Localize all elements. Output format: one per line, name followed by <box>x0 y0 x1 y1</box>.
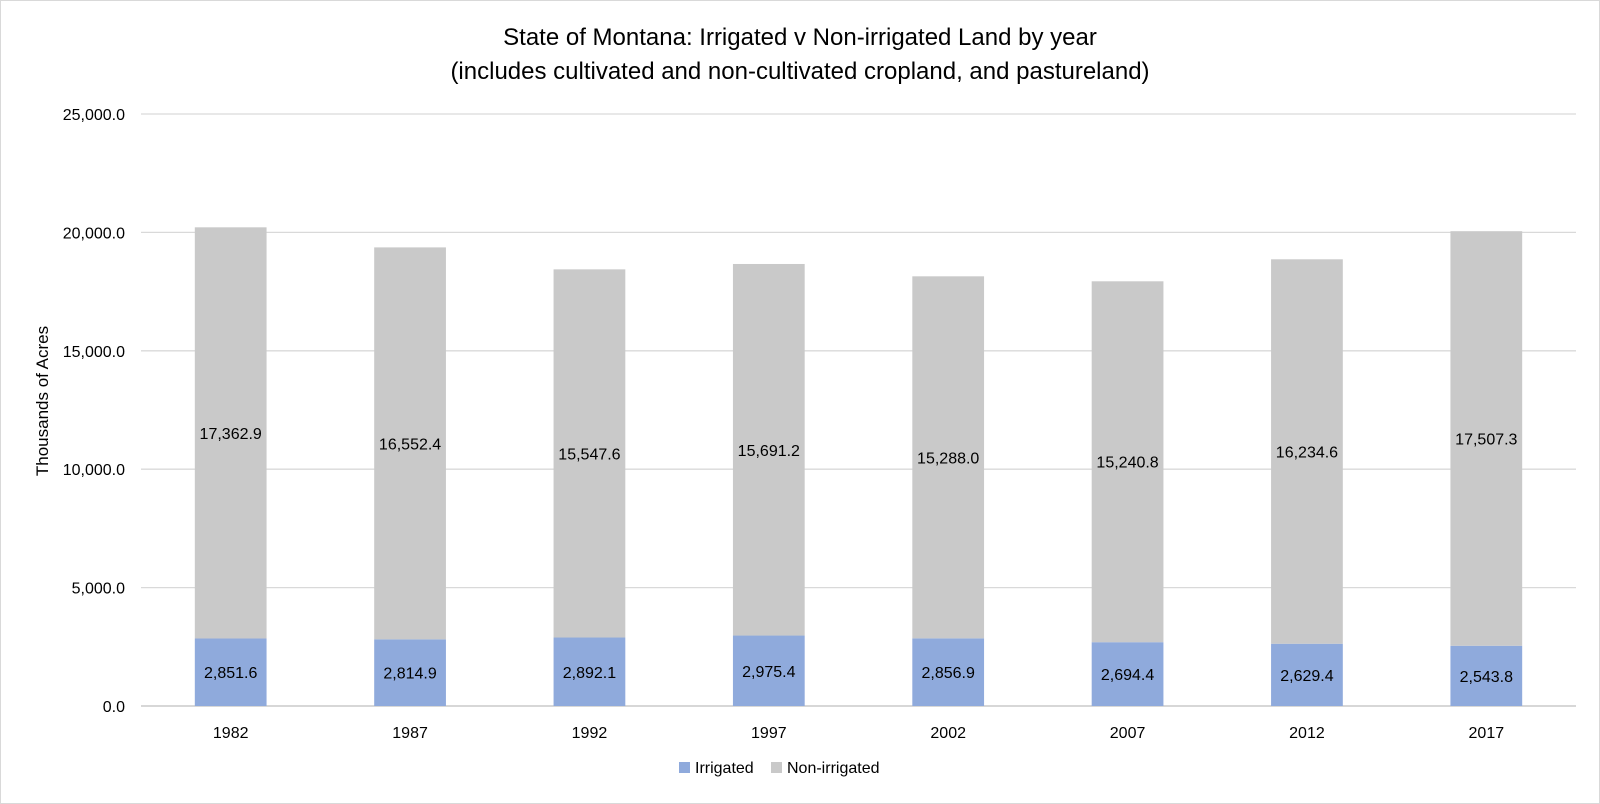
data-label: 15,547.6 <box>558 446 620 463</box>
bar-irrigated-2017 <box>1450 645 1523 706</box>
data-label: 16,552.4 <box>379 436 441 453</box>
data-label: 2,814.9 <box>383 666 436 683</box>
data-label: 16,234.6 <box>1276 445 1338 462</box>
legend-label: Non-irrigated <box>787 760 879 777</box>
bar-irrigated-1992 <box>553 637 626 706</box>
bar-non-irrigated-2012 <box>1271 259 1343 644</box>
chart-title: State of Montana: Irrigated v Non-irriga… <box>503 24 1097 51</box>
y-tick-label: 5,000.0 <box>72 581 125 598</box>
x-tick-label: 1987 <box>392 725 428 742</box>
bar-irrigated-2007 <box>1091 642 1164 706</box>
bars <box>194 227 1523 706</box>
data-label: 2,694.4 <box>1101 667 1154 684</box>
y-tick-label: 10,000.0 <box>63 462 125 479</box>
bar-non-irrigated-1987 <box>374 247 446 640</box>
bar-irrigated-1987 <box>374 639 446 706</box>
y-tick-label: 0.0 <box>103 699 125 716</box>
data-label: 2,975.4 <box>742 664 795 681</box>
y-tick-label: 15,000.0 <box>63 344 125 361</box>
y-axis-ticks: 0.0 5,000.0 10,000.0 15,000.0 20,000.0 25,000… <box>63 107 125 716</box>
data-label: 17,507.3 <box>1455 431 1517 448</box>
bar-non-irrigated-2002 <box>912 276 985 639</box>
legend: Irrigated Non-irrigated <box>679 760 879 777</box>
data-label: 2,629.4 <box>1280 668 1333 685</box>
data-label: 2,851.6 <box>204 665 257 682</box>
x-tick-label: 2002 <box>930 725 966 742</box>
data-label: 2,543.8 <box>1460 669 1513 686</box>
bar-non-irrigated-2017 <box>1450 231 1523 646</box>
x-tick-label: 2012 <box>1289 725 1325 742</box>
data-label: 2,892.1 <box>563 665 616 682</box>
x-tick-label: 1997 <box>751 725 787 742</box>
x-axis-ticks: 1982 1987 1992 1997 2002 2007 2012 2017 <box>213 725 1504 742</box>
chart-subtitle: (includes cultivated and non-cultivated … <box>450 58 1149 85</box>
legend-swatch <box>771 762 782 773</box>
data-label: 15,288.0 <box>917 450 979 467</box>
bar-irrigated-2002 <box>912 638 985 706</box>
legend-label: Irrigated <box>695 760 754 777</box>
bar-non-irrigated-1992 <box>553 269 626 638</box>
data-label: 2,856.9 <box>921 665 974 682</box>
bar-irrigated-2012 <box>1271 643 1343 706</box>
data-label: 15,240.8 <box>1096 455 1158 472</box>
data-labels: 2,851.6 17,362.9 2,814.9 16,552.4 2,892.1 15,… <box>200 426 1518 686</box>
x-tick-label: 1982 <box>213 725 249 742</box>
y-tick-label: 20,000.0 <box>63 225 125 242</box>
data-label: 15,691.2 <box>738 443 800 460</box>
y-tick-label: 25,000.0 <box>63 107 125 124</box>
data-label: 17,362.9 <box>200 426 262 443</box>
bar-non-irrigated-1982 <box>194 227 267 639</box>
x-tick-label: 1992 <box>572 725 608 742</box>
x-tick-label: 2007 <box>1110 725 1146 742</box>
legend-swatch <box>679 762 690 773</box>
y-axis-label: Thousands of Acres <box>33 326 52 476</box>
bar-irrigated-1997 <box>732 635 805 706</box>
gridlines <box>141 113 1576 707</box>
bar-irrigated-1982 <box>194 638 267 706</box>
bar-non-irrigated-1997 <box>732 263 805 636</box>
bar-non-irrigated-2007 <box>1091 281 1164 643</box>
x-tick-label: 2017 <box>1469 725 1505 742</box>
